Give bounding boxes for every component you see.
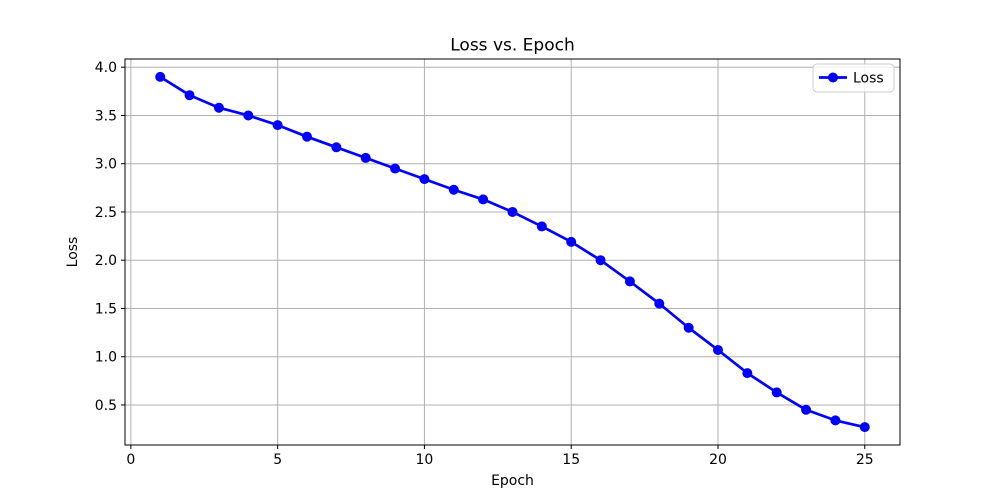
plot-area — [125, 59, 900, 445]
data-point-marker — [683, 322, 694, 333]
data-point-marker — [801, 404, 812, 415]
data-point-marker — [478, 194, 489, 205]
series-layer — [155, 71, 870, 433]
legend: Loss — [812, 63, 895, 93]
x-tick-label: 20 — [709, 452, 727, 468]
x-tick-label: 10 — [416, 452, 434, 468]
data-point-marker — [859, 422, 870, 433]
data-point-marker — [302, 131, 313, 142]
axes-spines — [124, 58, 901, 446]
data-point-marker — [654, 298, 665, 309]
legend-label: Loss — [853, 71, 884, 87]
y-tick-label: 0.5 — [95, 398, 117, 414]
x-axis-label: Epoch — [491, 473, 534, 489]
y-tick-label: 2.5 — [95, 205, 117, 221]
data-point-marker — [566, 236, 577, 247]
data-point-marker — [390, 163, 401, 174]
data-point-marker — [419, 174, 430, 185]
data-point-marker — [448, 184, 459, 195]
data-point-marker — [184, 90, 195, 101]
data-point-marker — [331, 142, 342, 153]
x-tick-label: 0 — [126, 452, 135, 468]
y-tick-label: 1.5 — [95, 301, 117, 317]
data-point-marker — [712, 344, 723, 355]
x-axis-ticks: 0 5 10 15 20 25 — [126, 445, 874, 468]
data-point-marker — [536, 221, 547, 232]
y-axis-ticks: 0.5 1.0 1.5 2.0 2.5 3.0 3.5 4.0 — [95, 60, 125, 414]
legend-marker-icon — [828, 72, 838, 83]
data-point-marker — [155, 71, 166, 82]
x-tick-label: 15 — [562, 452, 580, 468]
data-point-marker — [272, 120, 283, 131]
x-tick-label: 25 — [856, 452, 874, 468]
y-tick-label: 2.0 — [95, 253, 117, 269]
y-tick-label: 3.5 — [95, 108, 117, 124]
data-point-marker — [624, 276, 635, 287]
chart-title: Loss vs. Epoch — [450, 36, 574, 56]
data-point-marker — [771, 387, 782, 398]
x-tick-label: 5 — [273, 452, 282, 468]
data-point-marker — [595, 255, 606, 266]
data-point-marker — [243, 110, 254, 121]
y-axis-label: Loss — [65, 237, 81, 268]
data-point-marker — [830, 415, 841, 426]
grid-layer — [125, 59, 900, 445]
data-point-marker — [507, 206, 518, 217]
data-point-marker — [742, 368, 753, 379]
y-tick-label: 4.0 — [95, 60, 117, 76]
data-point-marker — [360, 152, 371, 163]
data-point-marker — [213, 102, 224, 113]
y-tick-label: 1.0 — [95, 350, 117, 366]
legend-box — [812, 63, 895, 93]
y-tick-label: 3.0 — [95, 157, 117, 173]
